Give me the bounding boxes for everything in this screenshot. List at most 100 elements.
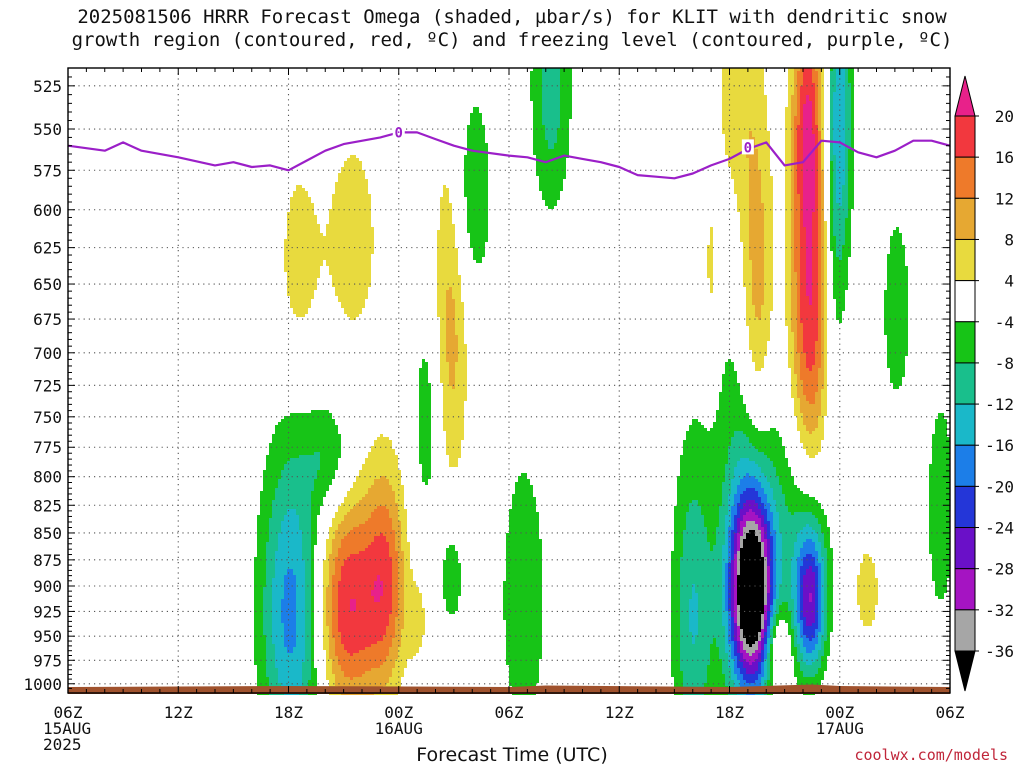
- omega-cell: [932, 569, 950, 572]
- omega-cell: [446, 290, 452, 293]
- omega-cell: [446, 338, 458, 341]
- omega-cell: [395, 494, 404, 497]
- omega-cell: [851, 119, 854, 122]
- omega-cell: [293, 194, 308, 197]
- omega-cell: [800, 578, 803, 581]
- omega-cell: [356, 608, 392, 611]
- omega-cell: [404, 620, 425, 623]
- omega-cell: [809, 368, 812, 371]
- omega-cell: [740, 500, 746, 503]
- omega-cell: [728, 512, 731, 515]
- omega-cell: [272, 632, 284, 635]
- omega-cell: [800, 599, 803, 602]
- omega-cell: [884, 296, 908, 299]
- omega-cell: [731, 635, 734, 638]
- omega-cell: [506, 647, 542, 650]
- omega-cell: [767, 620, 770, 623]
- omega-cell: [803, 641, 818, 644]
- omega-cell: [794, 227, 800, 230]
- omega-cell: [557, 137, 569, 140]
- omega-cell: [728, 452, 764, 455]
- omega-cell: [794, 218, 800, 221]
- omega-cell: [755, 140, 770, 143]
- omega-cell: [833, 260, 848, 263]
- omega-cell: [440, 380, 449, 383]
- omega-cell: [347, 650, 359, 653]
- omega-cell: [320, 458, 338, 461]
- omega-cell: [332, 284, 371, 287]
- omega-cell: [887, 365, 905, 368]
- omega-cell: [860, 566, 875, 569]
- omega-cell: [512, 503, 536, 506]
- omega-cell: [785, 260, 791, 263]
- omega-cell: [680, 602, 689, 605]
- omega-cell: [446, 356, 458, 359]
- omega-cell: [728, 665, 734, 668]
- omega-cell: [737, 566, 740, 569]
- colorbar-bin: [954, 115, 976, 158]
- omega-cell: [815, 341, 821, 344]
- omega-cell: [863, 623, 872, 626]
- omega-cell: [437, 275, 461, 278]
- omega-cell: [812, 275, 818, 278]
- omega-cell: [764, 527, 767, 530]
- omega-cell: [800, 572, 806, 575]
- omega-cell: [452, 386, 455, 389]
- omega-cell: [764, 680, 767, 683]
- omega-cell: [887, 341, 908, 344]
- omega-cell: [752, 269, 764, 272]
- omega-cell: [836, 83, 845, 86]
- omega-cell: [320, 467, 338, 470]
- omega-cell: [764, 590, 767, 593]
- omega-cell: [824, 266, 827, 269]
- omega-cell: [815, 188, 818, 191]
- omega-cell: [470, 113, 482, 116]
- omega-cell: [821, 524, 827, 527]
- omega-cell: [803, 542, 815, 545]
- omega-cell: [851, 134, 854, 137]
- omega-cell: [437, 242, 455, 245]
- colorbar-bin: [954, 280, 976, 323]
- omega-cell: [749, 170, 761, 173]
- omega-cell: [830, 80, 836, 83]
- omega-cell: [770, 608, 773, 611]
- omega-cell: [794, 245, 800, 248]
- omega-cell: [689, 617, 698, 620]
- omega-cell: [764, 227, 773, 230]
- omega-cell: [305, 575, 311, 578]
- omega-cell: [806, 248, 812, 251]
- omega-cell: [743, 653, 749, 656]
- omega-cell: [464, 161, 488, 164]
- omega-cell: [740, 524, 746, 527]
- omega-cell: [821, 344, 824, 347]
- omega-cell: [764, 554, 767, 557]
- omega-cell: [800, 626, 803, 629]
- omega-cell: [287, 233, 323, 236]
- omega-cell: [929, 536, 950, 539]
- omega-cell: [761, 305, 773, 308]
- omega-cell: [734, 668, 740, 671]
- omega-cell: [770, 614, 773, 617]
- omega-cell: [797, 104, 800, 107]
- omega-cell: [398, 656, 413, 659]
- omega-cell: [797, 647, 800, 650]
- omega-cell: [767, 557, 770, 560]
- omega-cell: [749, 221, 764, 224]
- omega-cell: [797, 188, 803, 191]
- omega-cell: [830, 83, 836, 86]
- omega-cell: [467, 200, 488, 203]
- omega-cell: [797, 653, 803, 656]
- omega-cell: [785, 218, 791, 221]
- omega-cell: [674, 521, 686, 524]
- omega-cell: [803, 626, 818, 629]
- colorbar-bin: [954, 609, 976, 652]
- omega-cell: [332, 659, 338, 662]
- omega-cell: [845, 74, 848, 77]
- omega-cell: [818, 284, 821, 287]
- omega-cell: [887, 272, 908, 275]
- colorbar-label: -12: [985, 395, 1014, 414]
- omega-cell: [812, 125, 818, 128]
- omega-cell: [803, 344, 815, 347]
- omega-cell: [689, 605, 698, 608]
- omega-cell: [545, 200, 557, 203]
